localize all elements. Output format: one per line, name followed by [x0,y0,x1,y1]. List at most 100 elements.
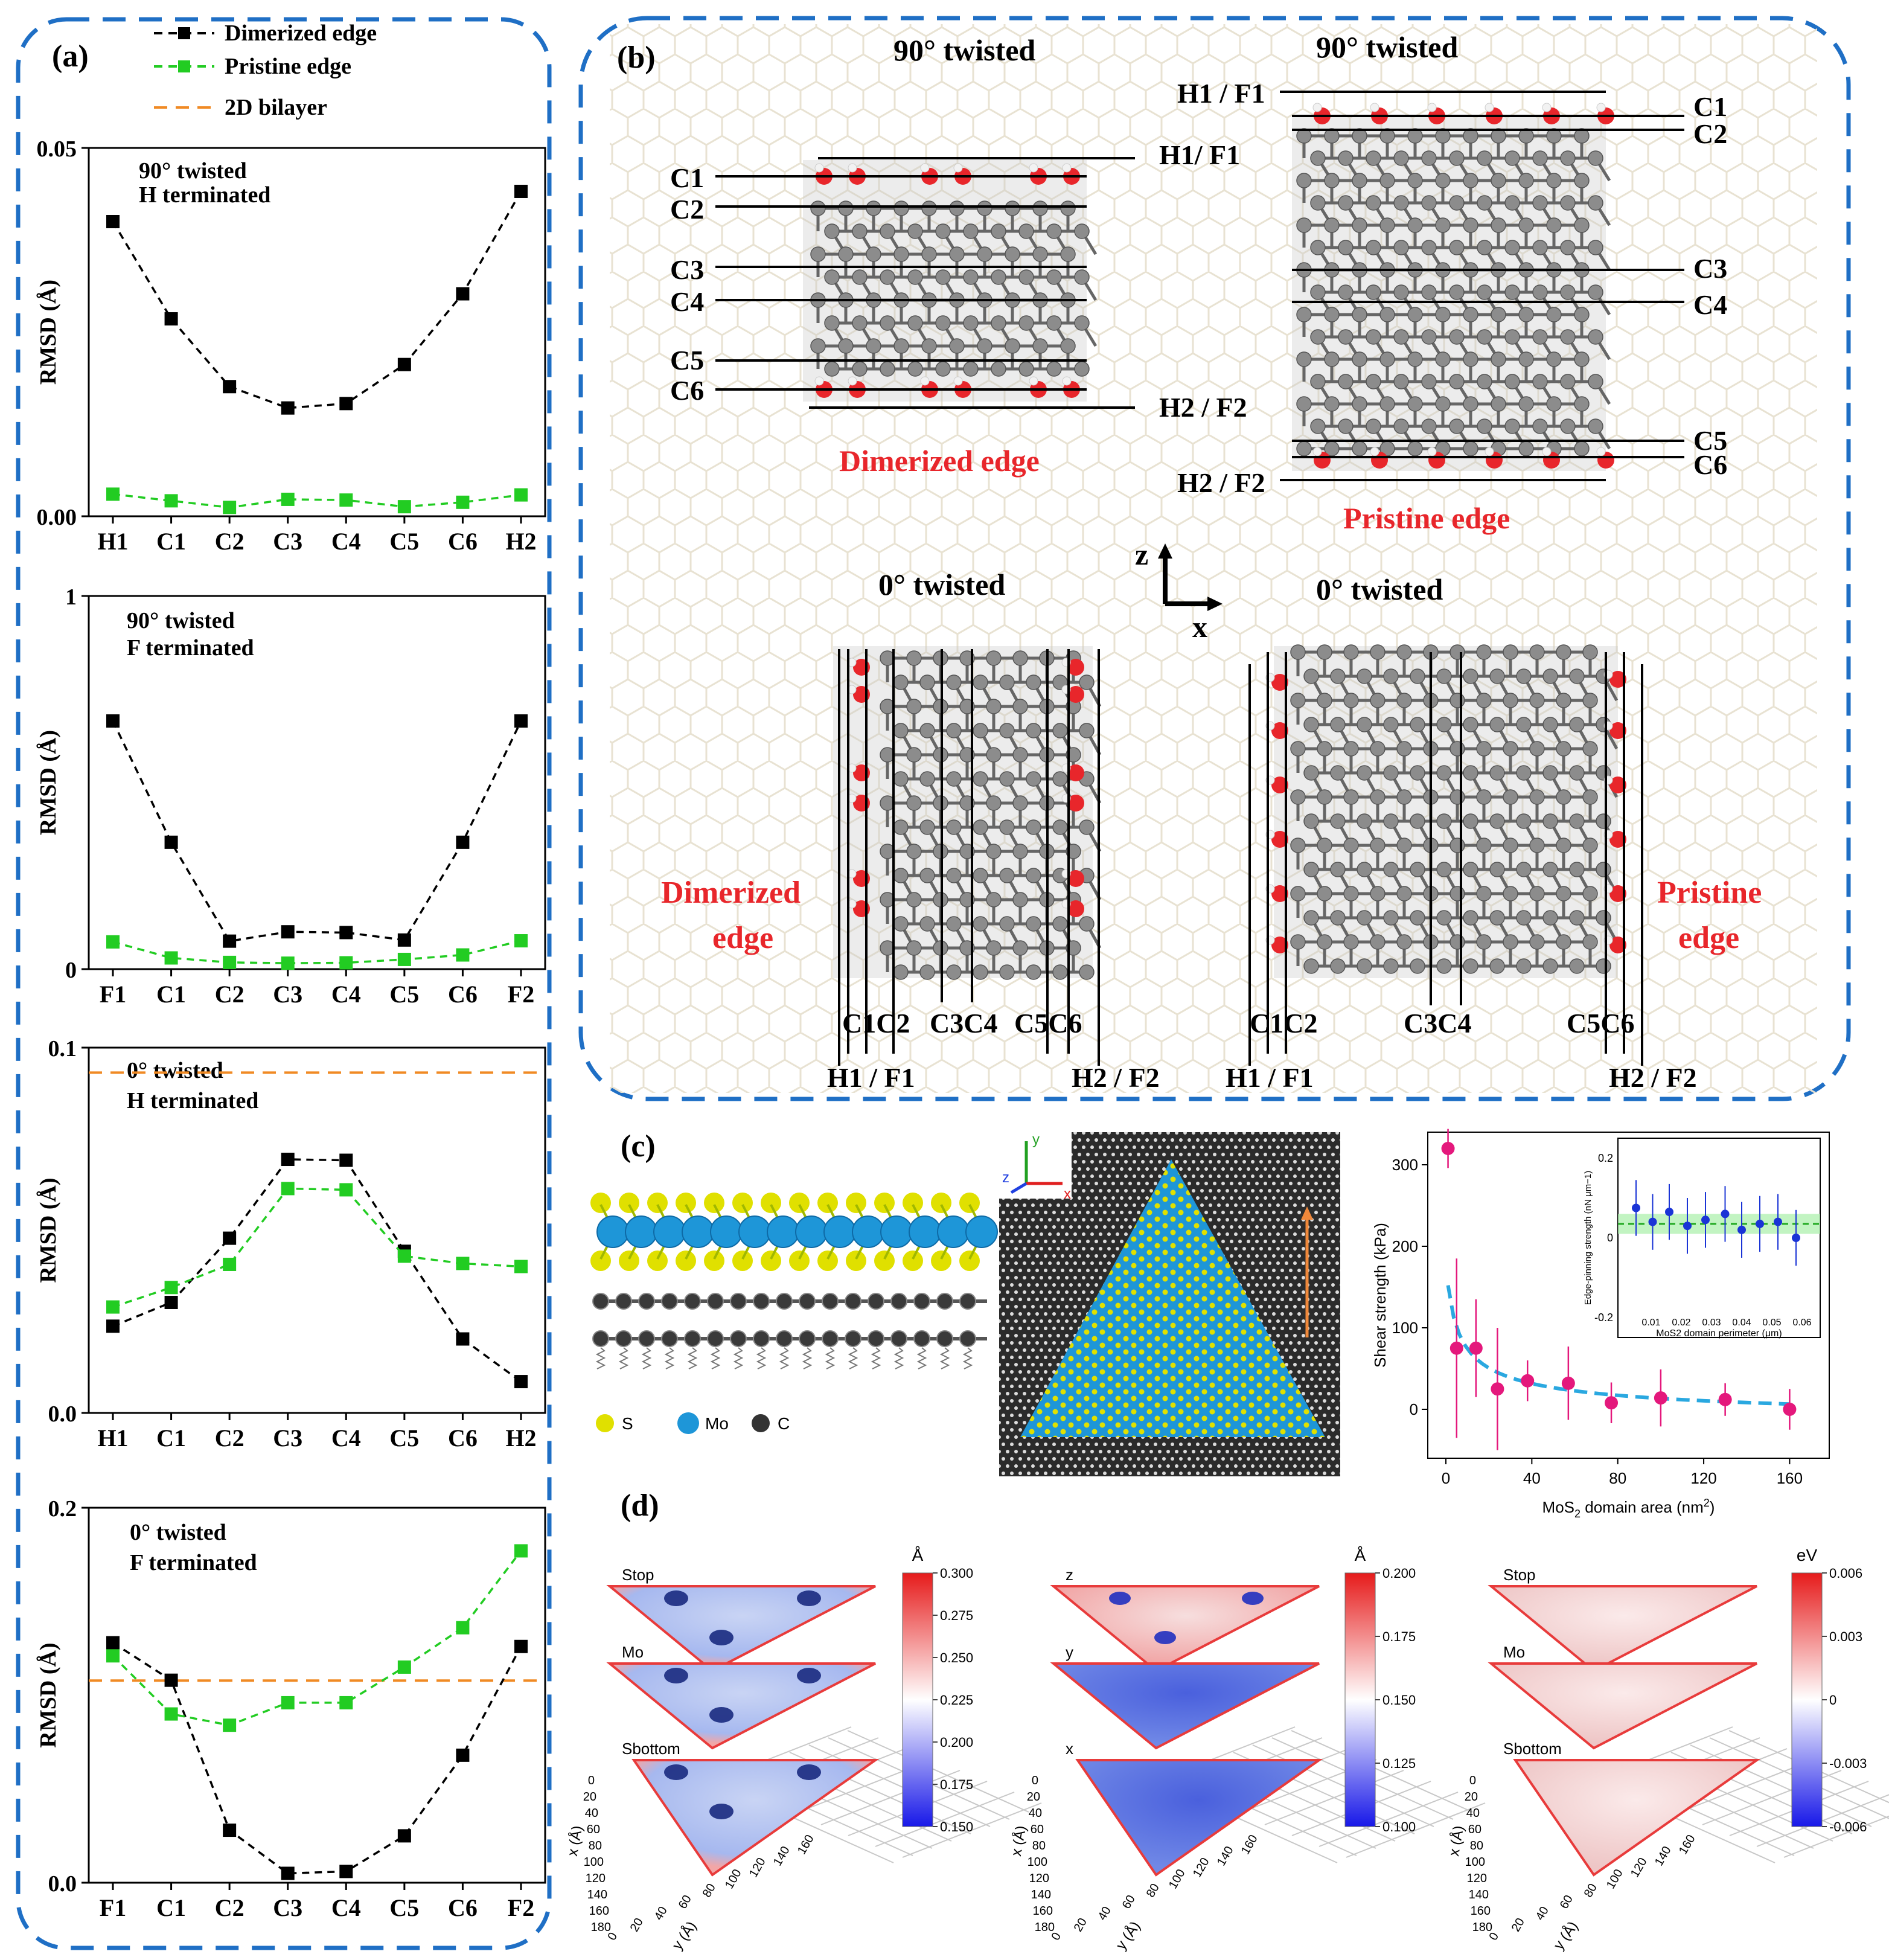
dimerized-point [281,1153,295,1167]
map-x-tick: 100 [1465,1856,1485,1869]
layer-label: Mo [622,1643,644,1661]
x-tick-label: C3 [273,528,302,555]
x-tick-label: C5 [389,528,419,555]
map-layer [1075,1759,1323,1877]
y-axis-label: RMSD (Å) [36,730,61,835]
chart-subtitle: H terminated [127,1088,258,1113]
colorbar [902,1572,933,1827]
map-y-tick: 120 [1191,1856,1212,1880]
layer-label: x [1066,1740,1073,1758]
row-label: C4 [1693,289,1727,320]
panel-a-label: (a) [52,39,89,74]
dimerized-point [223,1231,237,1245]
colorbar [1344,1572,1376,1827]
row-label: C1 [1693,91,1727,122]
dimerized-point [339,1153,353,1167]
panel-b-background [610,24,1817,1093]
shear-x-tick: 40 [1523,1469,1541,1487]
dimerized-point [281,1866,295,1880]
dimerized-point [164,835,178,849]
x-tick-label: F1 [100,1894,126,1921]
pristine-point [514,1260,528,1273]
x-tick-label: H2 [505,528,536,555]
map-x-tick: 80 [589,1839,602,1853]
x-tick-label: C5 [389,1424,419,1452]
row-label: C5 [1693,425,1727,456]
colorbar [1791,1572,1823,1827]
plot-frame [88,147,546,517]
map-y-tick: 0 [1486,1930,1501,1943]
pristine-point [397,500,411,514]
x-tick-label: C6 [448,981,478,1008]
row-label: H2 / F2 [1072,1062,1160,1093]
colorbar-tick: 0.006 [1829,1566,1862,1581]
x-tick-label: C6 [448,1424,478,1452]
row-label: H2 / F2 [1609,1062,1697,1093]
pristine-point [339,493,353,507]
map-y-tick: 20 [1509,1916,1527,1934]
deformation-map-1: StopMoSbottom020406080100120140160180020… [564,1546,1042,1953]
map-x-axis-label: x (Å) [1445,1824,1467,1857]
legend-c: C [778,1414,790,1433]
y-tick-label: 0.1 [48,1036,77,1062]
colorbar-tick: -0.006 [1829,1819,1867,1834]
map-layer [1488,1662,1757,1750]
mos2-top-view: y x z [999,1132,1340,1476]
chart-title: 0° twisted [127,1058,223,1083]
top-axis-x: x [1064,1186,1071,1202]
rmsd-chart-4: 0.0 0.2 F1 C1 C2 C3 C4 C5 C6 F2 RMSD (Å) 0° twisted… [36,1496,546,1921]
panel-a-border [16,17,552,1950]
shear-point [1521,1374,1535,1388]
row-label: C3 [1693,253,1727,284]
pristine-point [397,1249,411,1263]
row-label: C3 [670,254,704,285]
inset-point [1721,1209,1730,1219]
map-x-tick: 40 [585,1807,598,1820]
map-x-tick: 40 [1029,1807,1042,1820]
dimerized-series-line [112,720,522,943]
dimerized-series-line [112,1642,522,1875]
map-x-tick: 180 [591,1921,611,1934]
map-hotspot [1109,1592,1131,1605]
map-x-tick: 140 [1031,1888,1051,1901]
x-tick-label: C4 [331,981,361,1008]
map-y-tick: 120 [747,1856,769,1880]
row-label: C3C4 [1404,1008,1471,1039]
dimerized-point [456,1332,470,1346]
tr-edge-label: Pristine edge [1343,501,1510,535]
dimerized-point [339,926,353,940]
pristine-point [223,501,237,514]
y-tick-label: 0.00 [37,505,77,530]
shear-point [1605,1396,1619,1410]
panel-b-label: (b) [617,40,656,75]
dimerized-point [514,714,528,728]
y-tick-label: 0.05 [37,136,77,162]
inset-x-tick: 0.02 [1672,1318,1690,1328]
plot-frame [88,1046,546,1414]
y-tick-label: 0.0 [48,1871,77,1897]
pristine-point [164,951,178,965]
row-label: C2 [1693,118,1727,149]
colorbar-tick: 0.275 [940,1608,973,1623]
inset-point [1632,1203,1640,1212]
dimerized-point [397,933,411,947]
map-y-tick: 140 [771,1844,793,1868]
x-tick-label: C2 [215,528,245,555]
dimerized-point [164,1295,178,1309]
pristine-point [164,1281,178,1295]
map-x-tick: 180 [1035,1921,1055,1934]
inset-x-tick: 0.04 [1732,1318,1751,1328]
inset-point [1701,1215,1710,1225]
map-x-tick: 100 [584,1856,604,1869]
br-edge-2: edge [1678,921,1739,955]
dimerized-point [281,925,295,939]
dimerized-point [164,1673,178,1687]
panel-d-maps: StopMoSbottom020406080100120140160180020… [564,1546,1889,1953]
pristine-point [456,1621,470,1635]
inset-x-tick: 0.06 [1792,1318,1811,1328]
colorbar-unit: Å [1355,1546,1366,1564]
x-tick-label: H1 [97,1424,128,1452]
dimerized-point [397,1829,411,1843]
row-label: H2 / F2 [1159,392,1247,423]
